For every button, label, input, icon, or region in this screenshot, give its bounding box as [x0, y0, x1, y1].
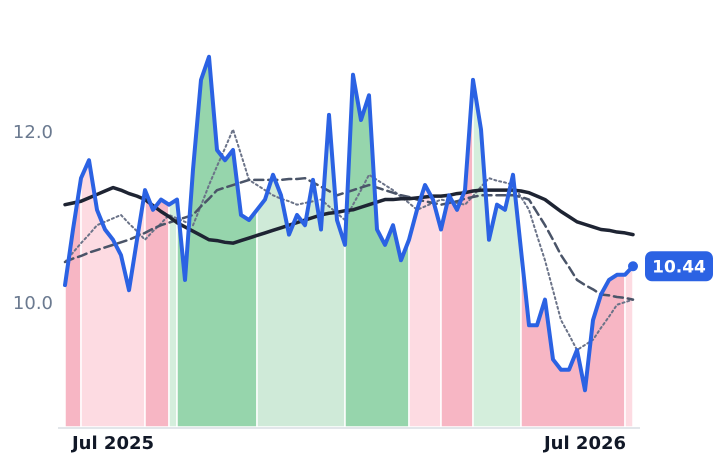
- y-tick-label: 12.0: [13, 122, 53, 143]
- y-tick-label: 10.0: [13, 293, 53, 314]
- x-tick-label: Jul 2025: [70, 433, 154, 454]
- regime-band: [64, 178, 82, 428]
- series-line: [63, 185, 635, 245]
- value-pill: [645, 251, 713, 282]
- regime-band: [80, 157, 146, 428]
- last-point: [628, 261, 638, 272]
- regime-band: [520, 249, 626, 428]
- last-value-label: 10.44: [652, 257, 706, 277]
- regime-band: [624, 264, 634, 428]
- series-line: [63, 54, 635, 393]
- x-tick-label: Jul 2026: [542, 433, 626, 454]
- regime-band: [168, 198, 178, 428]
